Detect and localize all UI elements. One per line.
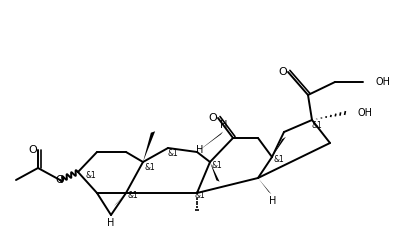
Text: O: O	[29, 145, 37, 155]
Polygon shape	[143, 131, 155, 162]
Text: H: H	[269, 196, 277, 206]
Text: &1: &1	[168, 149, 179, 158]
Text: OH: OH	[375, 77, 390, 87]
Text: O: O	[278, 67, 287, 77]
Polygon shape	[258, 178, 271, 194]
Text: H: H	[220, 120, 228, 130]
Text: &1: &1	[274, 155, 285, 164]
Text: &1: &1	[212, 160, 222, 169]
Text: OH: OH	[357, 108, 372, 118]
Text: &1: &1	[145, 163, 156, 172]
Text: &1: &1	[312, 120, 322, 129]
Text: H: H	[196, 145, 204, 155]
Polygon shape	[210, 162, 220, 182]
Polygon shape	[114, 193, 126, 206]
Polygon shape	[197, 132, 223, 152]
Polygon shape	[272, 137, 286, 157]
Text: &1: &1	[195, 192, 206, 200]
Text: &1: &1	[85, 172, 96, 180]
Text: &1: &1	[128, 190, 138, 199]
Text: O: O	[209, 113, 217, 123]
Text: O: O	[56, 175, 64, 185]
Text: H: H	[107, 218, 115, 228]
